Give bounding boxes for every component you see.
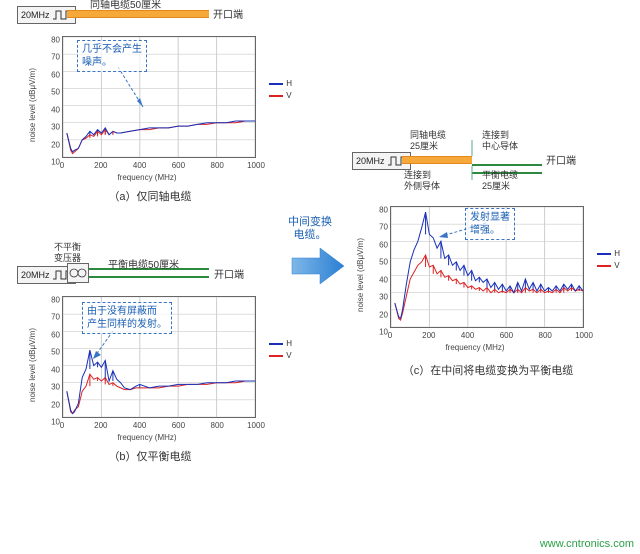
legend-b: H V xyxy=(269,338,292,362)
legend-b-H: H xyxy=(286,338,292,350)
chart-c: noise level (dBμV/m) frequency (MHz) 发射显… xyxy=(360,200,590,350)
balanced-label-b: 平衡电缆50厘米 xyxy=(108,256,179,271)
legend-a: H V xyxy=(269,78,292,102)
legend-c: H V xyxy=(597,248,620,272)
big-arrow-icon xyxy=(290,244,346,291)
callout-c-text: 发射显著增强。 xyxy=(470,212,510,236)
callout-b: 由于没有屏蔽而产生同样的发射。 xyxy=(82,302,172,334)
legend-V: V xyxy=(286,90,291,102)
callout-a: 几乎不会产生噪声。 xyxy=(77,40,147,72)
caption-b: （b）仅平衡电缆 xyxy=(60,448,240,464)
chart-b: noise level (dBμV/m) frequency (MHz) 由于没… xyxy=(32,290,262,440)
balanced-label-c: 平衡电缆25厘米 xyxy=(482,170,518,192)
figure-root: 20MHz 同轴电缆50厘米 开口端 noise level (dBμV/m) … xyxy=(0,0,640,554)
open-end-a: 开口端 xyxy=(213,6,243,21)
caption-a: （a）仅同轴电缆 xyxy=(60,188,240,204)
conn-outer-label: 连接到外侧导体 xyxy=(404,170,440,192)
callout-b-text: 由于没有屏蔽而产生同样的发射。 xyxy=(87,306,167,330)
coax-label-c: 同轴电缆25厘米 xyxy=(410,130,446,152)
ylabel-a: noise level (dBμV/m) xyxy=(28,68,37,142)
balun-icon xyxy=(67,263,89,286)
source-freq-c: 20MHz xyxy=(356,156,385,166)
xlabel-a: frequency (MHz) xyxy=(32,173,262,182)
legend-H: H xyxy=(286,78,292,90)
xlabel-c: frequency (MHz) xyxy=(360,343,590,352)
open-end-b: 开口端 xyxy=(214,266,244,281)
arrow-label: 中间变换电缆。 xyxy=(288,216,332,242)
legend-c-H: H xyxy=(614,248,620,260)
legend-c-V: V xyxy=(614,260,619,272)
source-freq-b: 20MHz xyxy=(21,270,50,280)
balun-label: 不平衡变压器 xyxy=(54,242,81,264)
coax-label-a: 同轴电缆50厘米 xyxy=(90,0,161,11)
caption-c: （c）在中间将电缆变换为平衡电缆 xyxy=(368,362,608,378)
watermark: www.cntronics.com xyxy=(540,538,634,550)
legend-b-V: V xyxy=(286,350,291,362)
conn-center-label: 连接到中心导体 xyxy=(482,130,518,152)
ylabel-c: noise level (dBμV/m) xyxy=(356,238,365,312)
source-freq: 20MHz xyxy=(21,10,50,20)
callout-c: 发射显著增强。 xyxy=(465,208,515,240)
chart-a: noise level (dBμV/m) frequency (MHz) 几乎不… xyxy=(32,30,262,180)
open-end-c: 开口端 xyxy=(546,152,576,167)
xlabel-b: frequency (MHz) xyxy=(32,433,262,442)
coax-cable-a xyxy=(67,10,209,18)
series-a xyxy=(67,121,255,154)
callout-a-text: 几乎不会产生噪声。 xyxy=(82,44,142,68)
series-b xyxy=(67,350,255,413)
ylabel-b: noise level (dBμV/m) xyxy=(28,328,37,402)
